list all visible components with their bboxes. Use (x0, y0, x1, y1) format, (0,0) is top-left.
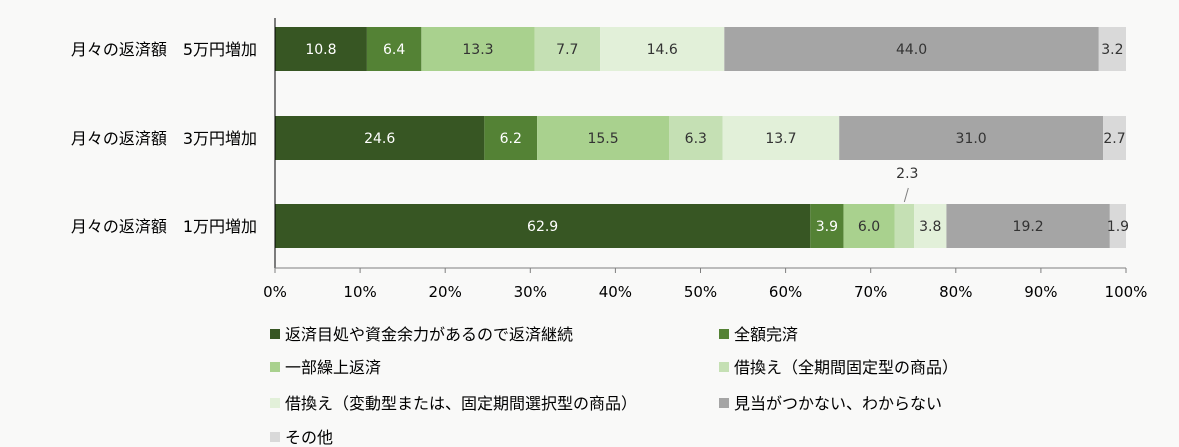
legend-swatch (270, 432, 280, 442)
bar-segment (537, 116, 670, 160)
x-tick-label: 50% (684, 283, 717, 301)
bar-segment (421, 27, 535, 71)
value-label: 15.5 (587, 131, 618, 147)
x-tick-label: 30% (514, 283, 547, 301)
bar-segment (1103, 116, 1126, 160)
value-label: 3.9 (816, 219, 838, 235)
value-label: 13.7 (765, 131, 796, 147)
bar-segment (600, 27, 725, 71)
bar-segment (914, 204, 947, 248)
x-tick-label: 20% (429, 283, 462, 301)
bar-segment (366, 27, 422, 71)
legend-label: 借換え（全期間固定型の商品） (734, 358, 958, 377)
value-label: 13.3 (462, 42, 493, 58)
category-label: 月々の返済額 1万円増加 (71, 217, 257, 236)
value-label: 44.0 (896, 42, 927, 58)
value-label: 6.4 (383, 42, 405, 58)
category-label: 月々の返済額 5万円増加 (71, 40, 257, 59)
value-label: 7.7 (556, 42, 578, 58)
legend-swatch (270, 398, 280, 408)
category-label: 月々の返済額 3万円増加 (71, 129, 257, 148)
bars-layer (275, 27, 1126, 248)
callout-label: 2.3 (896, 166, 918, 182)
bar-segment (1098, 27, 1126, 71)
bar-segment (724, 27, 1099, 71)
bar-segment (484, 116, 538, 160)
callout-layer: 2.3 (896, 166, 918, 203)
bar-segment (839, 116, 1104, 160)
x-tick-label: 10% (343, 283, 376, 301)
x-tick-label: 0% (263, 283, 287, 301)
value-label: 31.0 (956, 131, 987, 147)
x-tick-label: 70% (854, 283, 887, 301)
bar-segment (894, 204, 915, 248)
value-label: 3.8 (919, 219, 941, 235)
bar-segment (275, 27, 367, 71)
bar-segment (722, 116, 840, 160)
legend-swatch (719, 329, 729, 339)
value-labels-layer: 10.8 6.4 13.3 7.7 14.6 44.0 3.2 24.6 6.2 15.5 6.3 1… (305, 42, 1129, 235)
legend-label: 借換え（変動型または、固定期間選択型の商品） (285, 394, 637, 413)
value-label: 6.0 (858, 219, 880, 235)
bar-segment (843, 204, 895, 248)
value-label: 24.6 (364, 131, 395, 147)
value-label: 10.8 (305, 42, 336, 58)
x-tick-label: 40% (599, 283, 632, 301)
bar-segment (275, 204, 811, 248)
legend-label: その他 (285, 428, 333, 447)
callout-leader-line (903, 187, 909, 203)
value-label: 2.7 (1103, 131, 1125, 147)
value-label: 6.3 (685, 131, 707, 147)
legend-swatch (270, 362, 280, 372)
legend-swatch (270, 329, 280, 339)
legend-label: 返済目処や資金余力があるので返済継続 (285, 325, 573, 344)
bar-segment (810, 204, 844, 248)
x-tick-label: 100% (1105, 283, 1148, 301)
legend-label: 全額完済 (734, 325, 798, 344)
legend-swatch (719, 398, 729, 408)
value-label: 62.9 (527, 219, 558, 235)
bar-segment (1109, 204, 1126, 248)
x-tick-label: 80% (939, 283, 972, 301)
x-tick-label: 60% (769, 283, 802, 301)
legend-swatch (719, 362, 729, 372)
value-label: 6.2 (500, 131, 522, 147)
value-label: 3.2 (1101, 42, 1123, 58)
x-tick-label: 90% (1024, 283, 1057, 301)
legend-label: 見当がつかない、わからない (734, 394, 942, 413)
bar-segment (534, 27, 601, 71)
bar-segment (946, 204, 1110, 248)
axes-layer: 0% 10% 20% 30% 40% 50% 60% 70% 80% 90% 100% (263, 18, 1147, 301)
legend-label: 一部繰上返済 (285, 358, 381, 377)
value-label: 1.9 (1107, 219, 1129, 235)
bar-segment (669, 116, 723, 160)
value-label: 19.2 (1013, 219, 1044, 235)
bar-segment (275, 116, 485, 160)
value-label: 14.6 (647, 42, 678, 58)
